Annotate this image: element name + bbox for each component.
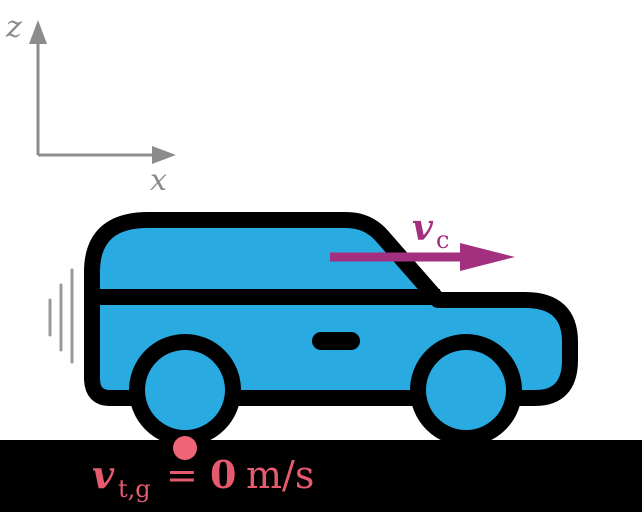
x-axis-arrowhead — [152, 146, 176, 164]
car-icon — [84, 212, 578, 446]
ground — [0, 440, 642, 512]
contact-velocity-subscript: t,g — [118, 475, 151, 503]
contact-velocity-value: 0 — [210, 452, 236, 497]
car-velocity-subscript: c — [436, 226, 449, 254]
contact-velocity-equation: v t,g = 0 m/s — [92, 452, 314, 503]
x-axis-label: x — [150, 163, 167, 198]
car-velocity-symbol: v — [412, 207, 434, 249]
car-velocity-label: v c — [412, 207, 449, 254]
car-rear-wheel — [129, 334, 241, 446]
coordinate-axes: z x — [5, 10, 176, 198]
contact-velocity-unit: m/s — [246, 453, 314, 497]
z-axis-arrowhead — [29, 20, 47, 44]
contact-point-icon — [173, 436, 197, 460]
motion-lines-icon — [48, 268, 74, 364]
car-velocity-arrowhead — [460, 243, 515, 271]
contact-velocity-symbol: v — [92, 452, 115, 497]
car-front-wheel — [410, 334, 522, 446]
car-door-handle — [312, 332, 360, 350]
contact-velocity-equals: = — [166, 453, 198, 497]
z-axis-label: z — [5, 10, 22, 45]
car-velocity-vector: v c — [330, 207, 515, 271]
